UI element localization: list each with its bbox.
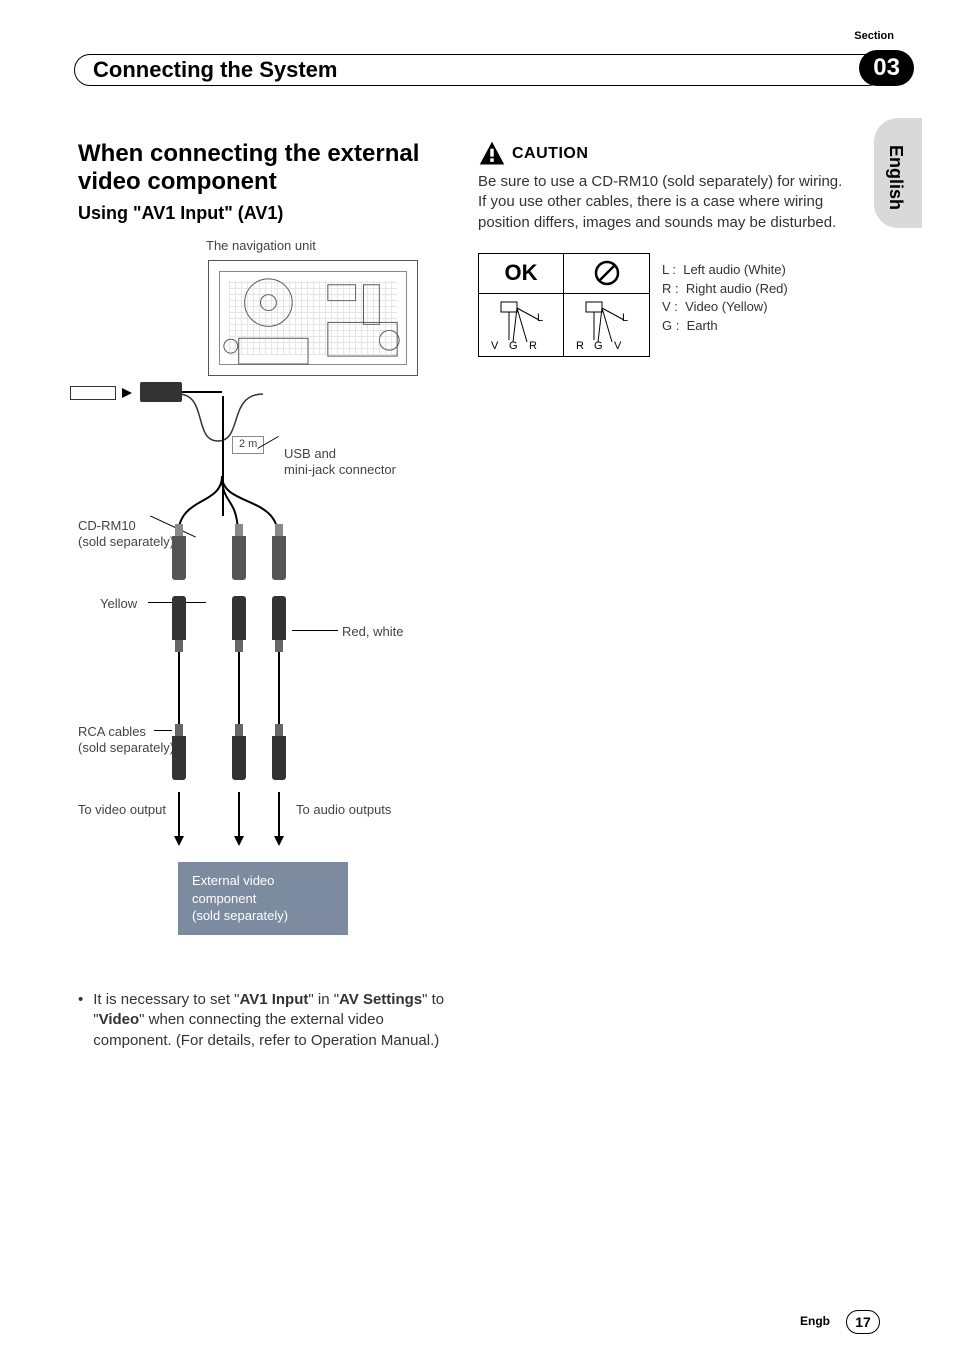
footer-page-number: 17 (846, 1310, 880, 1334)
wiring-diagram: The navigation unit 2 m USB and mini- (78, 236, 458, 976)
pin-r: R (576, 340, 584, 352)
pin-v: V (491, 340, 498, 352)
connector-icon (140, 382, 182, 402)
label-rca-1: RCA cables (78, 724, 146, 740)
language-tab: English (885, 145, 906, 210)
ext-line-2: component (192, 890, 334, 908)
ext-line-3: (sold separately) (192, 907, 334, 925)
ok-cell: OK L V G R (478, 253, 564, 357)
left-column: When connecting the external video compo… (78, 140, 458, 1051)
legend-V-r: Video (Yellow) (685, 299, 767, 314)
leader-line (292, 630, 338, 631)
label-cdrm10-1: CD-RM10 (78, 518, 136, 534)
note-c: " in " (308, 991, 339, 1008)
footer-locale: Engb (800, 1314, 830, 1328)
bullet-dot: • (78, 990, 83, 1051)
prohibit-icon (564, 254, 649, 294)
h3-part-c: " (AV1) (224, 203, 283, 223)
pin-r: R (529, 340, 537, 352)
right-column: CAUTION Be sure to use a CD-RM10 (sold s… (478, 140, 848, 357)
caution-heading: CAUTION (478, 140, 848, 168)
rca-socket-icon (232, 536, 246, 580)
label-to-video: To video output (66, 802, 166, 818)
legend-L-l: L : (662, 262, 676, 277)
ext-line-1: External video (192, 872, 334, 890)
usb-plug-icon (70, 386, 116, 400)
legend-G-l: G : (662, 318, 679, 333)
rca-plug-icon (172, 736, 186, 780)
label-red-white: Red, white (342, 624, 403, 640)
external-video-box: External video component (sold separatel… (178, 862, 348, 935)
page-title: Connecting the System (75, 57, 337, 83)
no-diagram: L R G V (564, 294, 649, 356)
caution-body: Be sure to use a CD-RM10 (sold separatel… (478, 172, 848, 233)
warning-icon (478, 140, 506, 168)
note-h: " when connecting the external video com… (93, 1011, 439, 1048)
rca-socket-icon (172, 536, 186, 580)
legend-L-r: Left audio (White) (683, 262, 786, 277)
note-b: AV1 Input (239, 991, 308, 1008)
rca-socket-icon (272, 536, 286, 580)
heading-when-connecting: When connecting the external video compo… (78, 140, 458, 195)
rca-plug-icon (232, 736, 246, 780)
wire-line (278, 792, 280, 836)
section-label: Section (854, 30, 894, 42)
rca-plug-icon (272, 596, 286, 640)
section-number-badge: 03 (859, 50, 914, 86)
wire-line (278, 652, 280, 732)
note-e: Settings (363, 991, 422, 1008)
label-2m: 2 m (232, 436, 264, 454)
rca-plug-icon (172, 596, 186, 640)
h3-part-a: Using " (78, 203, 142, 223)
pin-legend: L : Left audio (White) R : Right audio (… (662, 261, 788, 336)
arrow-down-icon (274, 836, 284, 846)
label-cdrm10-2: (sold separately) (78, 534, 174, 550)
legend-G-r: Earth (687, 318, 718, 333)
wire-line (178, 652, 180, 732)
pin-l: L (537, 312, 543, 324)
ok-diagram: L V G R (479, 294, 563, 356)
label-rca-2: (sold separately) (78, 740, 174, 756)
ok-text: OK (479, 254, 563, 294)
wire-line (238, 792, 240, 836)
note-bullet: • It is necessary to set "AV1 Input" in … (78, 990, 458, 1051)
nav-unit-box (208, 260, 418, 376)
pin-g: G (509, 340, 518, 352)
label-yellow: Yellow (100, 596, 137, 612)
note-g: Video (99, 1011, 140, 1028)
wire-line (178, 792, 180, 836)
note-text: It is necessary to set "AV1 Input" in "A… (93, 990, 458, 1051)
arrow-down-icon (174, 836, 184, 846)
legend-V-l: V : (662, 299, 678, 314)
legend-R-l: R : (662, 281, 679, 296)
wire-split-icon (168, 476, 318, 536)
legend-R-r: Right audio (Red) (686, 281, 788, 296)
page-header-bar: Connecting the System (74, 54, 884, 86)
rca-plug-icon (232, 596, 246, 640)
wire-line (238, 652, 240, 732)
pin-g: G (594, 340, 603, 352)
pin-v: V (614, 340, 621, 352)
no-cell: L R G V (564, 253, 650, 357)
rca-plug-icon (272, 736, 286, 780)
note-d: AV (339, 991, 359, 1008)
heading-using-av1: Using "AV1 Input" (AV1) (78, 203, 458, 224)
leader-line (154, 730, 172, 731)
arrow-down-icon (234, 836, 244, 846)
note-a: It is necessary to set " (93, 991, 239, 1008)
ok-no-table: OK L V G R (478, 253, 650, 357)
label-to-audio: To audio outputs (296, 802, 391, 818)
label-nav-unit: The navigation unit (206, 238, 316, 254)
arrow-right-icon (122, 388, 132, 398)
label-usb-minijack-1: USB and (284, 446, 336, 462)
caution-label: CAUTION (512, 145, 588, 163)
h3-part-b: AV1 Input (142, 203, 225, 223)
pin-l: L (622, 312, 628, 324)
